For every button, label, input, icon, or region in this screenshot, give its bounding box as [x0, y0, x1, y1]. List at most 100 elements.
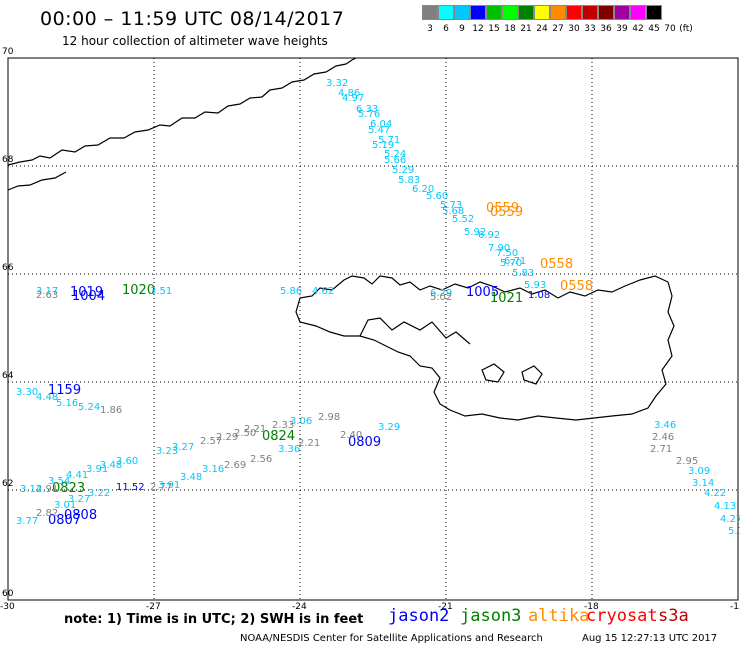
wave-height-reading: 6.92 — [478, 230, 500, 241]
pass-time-label: 1020 — [122, 283, 155, 298]
wave-height-reading: 3.60 — [116, 456, 138, 467]
satellite-cryosat: cryosat — [586, 606, 658, 626]
legend-swatch — [470, 5, 486, 20]
legend-label: 39 — [616, 24, 628, 34]
wave-height-reading: 5.83 — [512, 268, 534, 279]
wave-height-reading: 5.24 — [78, 402, 100, 413]
wave-height-reading: 5.86 — [280, 286, 302, 297]
pass-time-label: 0808 — [64, 508, 97, 523]
legend-swatch — [582, 5, 598, 20]
wave-height-reading: 5.70 — [500, 258, 522, 269]
wave-height-reading: 5.66 — [384, 155, 406, 166]
wave-height-reading: 3.01 — [54, 500, 76, 511]
wave-height-reading: 2.82 — [36, 508, 58, 519]
legend-label: 45 — [648, 24, 660, 34]
lat-lon-grid — [8, 58, 738, 600]
legend-swatch — [486, 5, 502, 20]
wave-height-reading: 4.97 — [342, 93, 364, 104]
legend-swatch — [550, 5, 566, 20]
wave-height-reading: 3.23 — [156, 446, 178, 457]
wave-height-reading: 5.73 — [440, 200, 462, 211]
wave-height-reading: 2.91 — [36, 484, 58, 495]
wave-height-reading: 4.22 — [704, 488, 726, 499]
wave-height-reading: 5.52 — [452, 214, 474, 225]
wave-height-reading: 5.24 — [384, 149, 406, 160]
coastline — [7, 57, 675, 421]
wave-height-reading: 6.33 — [356, 104, 378, 115]
wave-height-reading: 1.86 — [100, 405, 122, 416]
lat-tick-label: 70 — [2, 47, 14, 57]
wave-height-reading: 2.33 — [272, 420, 294, 431]
legend-swatch — [502, 5, 518, 20]
wave-height-reading: 3.27 — [172, 442, 194, 453]
wave-height-reading: 5.29 — [392, 165, 414, 176]
wave-height-reading: 4.27 — [720, 514, 740, 525]
wave-height-reading: 3.51 — [150, 286, 172, 297]
pass-time-label: 0558 — [560, 279, 593, 294]
legend-label: (ft) — [679, 24, 693, 34]
satellite-altika: altika — [528, 606, 590, 626]
wave-height-reading: 4.86 — [338, 88, 360, 99]
lon-tick-label: -15 — [730, 602, 740, 612]
wave-height-reading: 2.21 — [244, 424, 266, 435]
wave-height-reading: 3.91 — [86, 464, 108, 475]
wave-height-reading: 2.69 — [224, 460, 246, 471]
wave-height-reading: 3.16 — [202, 464, 224, 475]
legend-label: 27 — [552, 24, 564, 34]
wave-height-reading: 2.21 — [298, 438, 320, 449]
legend-label: 3 — [427, 24, 433, 34]
wave-height-reading: 3.09 — [688, 466, 710, 477]
legend-label: 6 — [443, 24, 449, 34]
legend-swatch — [598, 5, 614, 20]
pass-time-label: 0559 — [486, 201, 519, 216]
wave-height-reading: 3.46 — [654, 420, 676, 431]
wave-height-reading: 5.92 — [464, 227, 486, 238]
lake-2 — [521, 365, 543, 385]
wave-height-reading: 3.17 — [36, 286, 58, 297]
page-title: 00:00 – 11:59 UTC 08/14/2017 — [40, 8, 345, 30]
legend-label: 15 — [488, 24, 500, 34]
wave-height-reading: 3.48 — [180, 472, 202, 483]
lon-tick-label: -24 — [292, 602, 307, 612]
legend-label: 12 — [472, 24, 484, 34]
wave-height-reading: 5.60 — [426, 191, 448, 202]
pass-time-label: 1021 — [490, 291, 523, 306]
legend-swatch — [566, 5, 582, 20]
wave-height-reading: 3.27 — [68, 494, 90, 505]
wave-height-reading: 2.50 — [234, 428, 256, 439]
pass-time-label: 0824 — [262, 429, 295, 444]
satellite-jason3: jason3 — [460, 606, 522, 626]
wave-height-reading: 2.98 — [318, 412, 340, 423]
pass-time-label: 1159 — [48, 383, 81, 398]
wave-height-reading: 5.76 — [358, 109, 380, 120]
lake — [481, 363, 505, 383]
lat-tick-label: 68 — [2, 155, 14, 165]
wave-height-reading: 3.36 — [278, 444, 300, 455]
footer-note: note: 1) Time is in UTC; 2) SWH is in fe… — [64, 612, 364, 627]
wave-height-reading: 4.48 — [36, 392, 58, 403]
wave-height-reading: 3.77 — [16, 516, 38, 527]
wave-height-reading: 2.63 — [36, 290, 58, 301]
lon-tick-label: -18 — [584, 602, 599, 612]
wave-height-reading: 2.29 — [216, 432, 238, 443]
wave-height-reading: 3.30 — [16, 387, 38, 398]
wave-height-reading: 5.16 — [56, 398, 78, 409]
wave-height-reading: 1.08 — [528, 290, 550, 301]
iceland-coast — [295, 275, 675, 421]
wave-height-reading: 3.91 — [158, 480, 180, 491]
wave-height-reading: 2.40 — [340, 430, 362, 441]
legend-label: 21 — [520, 24, 532, 34]
pass-time-label: 1004 — [72, 289, 105, 304]
wave-height-reading: 5.71 — [378, 135, 400, 146]
wave-height-reading: 6.20 — [412, 184, 434, 195]
wave-height-reading: 3.48 — [100, 460, 122, 471]
wave-height-reading: 7.90 — [488, 243, 510, 254]
wave-height-reading: 2.56 — [250, 454, 272, 465]
lat-tick-label: 62 — [2, 479, 14, 489]
wave-height-reading: 5.83 — [398, 175, 420, 186]
wave-height-reading: 5.93 — [524, 280, 546, 291]
satellite-s3a: s3a — [658, 606, 689, 626]
wave-height-reading: 5.47 — [368, 125, 390, 136]
wave-height-reading: 6.29 — [430, 288, 452, 299]
